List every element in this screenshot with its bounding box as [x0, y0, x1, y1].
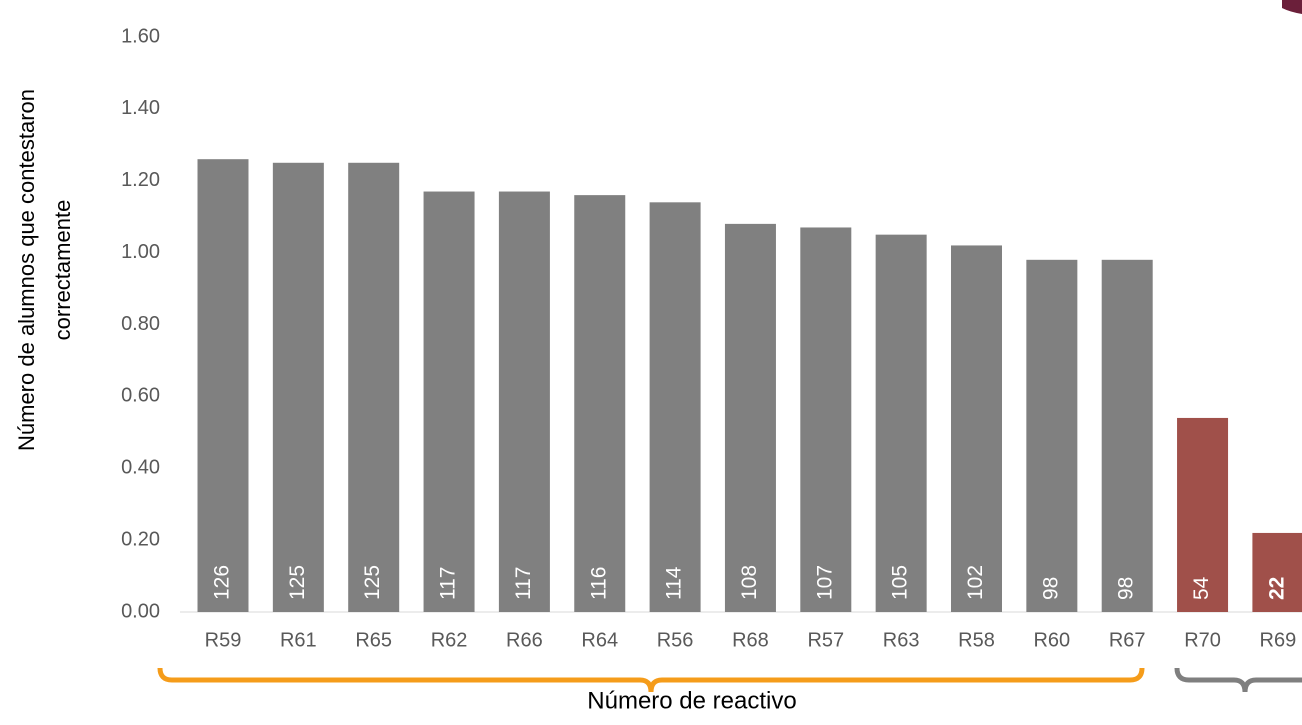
y-tick-label: 1.40 [121, 97, 160, 119]
x-tick-label: R63 [883, 629, 920, 651]
bar [574, 195, 626, 612]
bar [1252, 532, 1302, 612]
x-tick-label: R62 [431, 629, 468, 651]
x-tick-label: R64 [581, 629, 618, 651]
bar [1026, 259, 1078, 612]
x-tick-label: R56 [657, 629, 694, 651]
y-tick-label: 0.00 [121, 600, 160, 622]
data-label: 125 [286, 565, 309, 600]
y-tick-label: 0.60 [121, 385, 160, 407]
bar [423, 191, 475, 612]
data-label: 22 [1265, 577, 1288, 600]
bar [498, 191, 550, 612]
data-label: 116 [587, 567, 610, 600]
x-tick-label: R69 [1260, 629, 1297, 651]
data-label: 98 [1039, 577, 1062, 600]
data-label: 126 [211, 565, 234, 600]
x-tick-label: R58 [958, 629, 995, 651]
bar [197, 159, 249, 612]
data-label: 102 [964, 565, 987, 600]
x-axis-title: Número de reactivo [587, 687, 796, 714]
data-label: 98 [1115, 577, 1138, 600]
bar [649, 202, 701, 612]
x-tick-label: R68 [732, 629, 769, 651]
y-tick-label: 1.20 [121, 169, 160, 191]
data-label: 54 [1190, 576, 1213, 600]
bar [800, 227, 852, 612]
bar [951, 245, 1002, 612]
x-tick-label: R70 [1184, 629, 1221, 651]
data-label: 117 [512, 567, 535, 600]
group-bracket [157, 667, 1145, 693]
bar [1101, 259, 1153, 612]
y-axis-title: correctamente [50, 200, 75, 341]
y-axis-title: Número de alumnos que contestaron [14, 89, 39, 451]
data-label: 114 [663, 566, 686, 600]
bar [272, 162, 324, 612]
bar [1177, 417, 1229, 612]
data-label: 105 [889, 565, 912, 600]
group-bracket [1174, 667, 1302, 693]
data-label: 125 [361, 565, 384, 600]
y-tick-label: 1.60 [121, 25, 160, 47]
x-tick-label: R59 [205, 629, 242, 651]
y-tick-label: 0.80 [121, 313, 160, 335]
bar [724, 223, 776, 612]
y-tick-label: 0.20 [121, 528, 160, 550]
bar [875, 234, 927, 612]
x-tick-label: R57 [807, 629, 844, 651]
x-tick-label: R67 [1109, 629, 1146, 651]
y-tick-label: 0.40 [121, 457, 160, 479]
x-tick-label: R66 [506, 629, 543, 651]
x-tick-label: R65 [355, 629, 392, 651]
bar [348, 162, 400, 612]
data-label: 108 [738, 565, 761, 600]
data-label: 107 [813, 565, 836, 600]
corner-decoration [1282, 0, 1302, 14]
data-label: 117 [437, 567, 460, 600]
y-tick-label: 1.00 [121, 241, 160, 263]
x-tick-label: R60 [1033, 629, 1070, 651]
x-tick-label: R61 [280, 629, 317, 651]
